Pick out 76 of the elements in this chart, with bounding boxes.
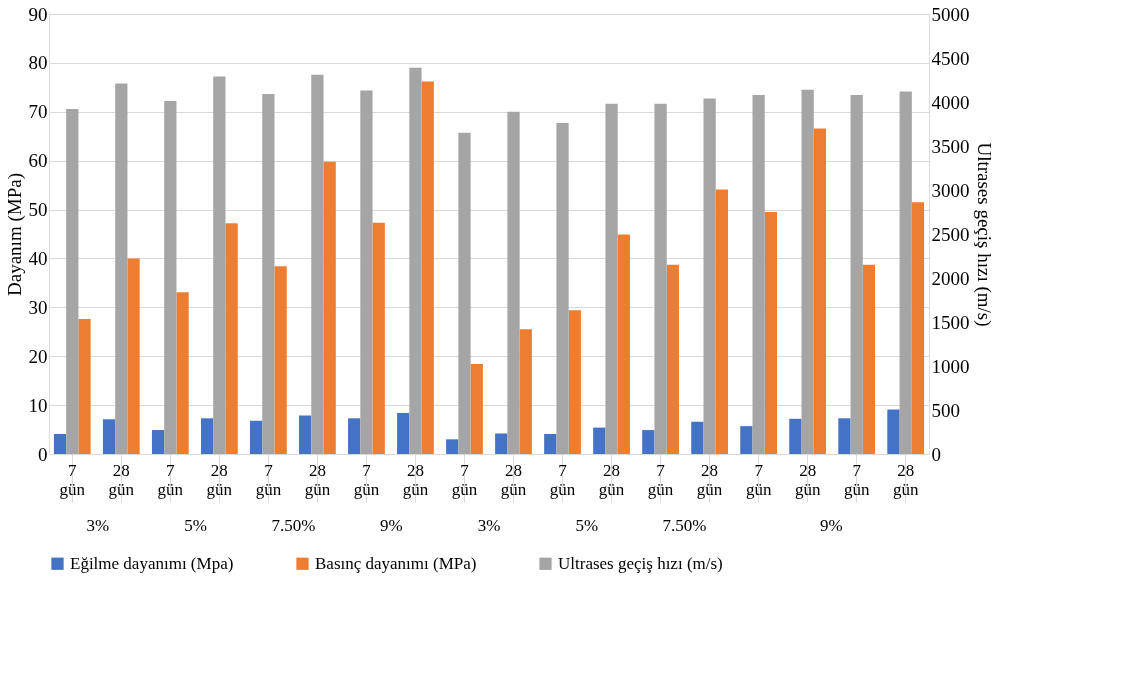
x-tick-label: 7 gün <box>843 460 870 499</box>
bar <box>446 439 459 454</box>
y2-tick-label: 0 <box>931 443 941 465</box>
y-tick-label: 30 <box>28 296 48 318</box>
y-tick-label: 60 <box>28 150 48 172</box>
x-tick-label: 28 gün <box>598 460 625 499</box>
x-tick-label: 28 gün <box>696 460 723 499</box>
bar <box>556 123 569 454</box>
bar <box>250 420 263 454</box>
text: 7.50% <box>271 516 316 535</box>
bar <box>164 101 177 454</box>
y2-tick-label: 500 <box>931 399 960 421</box>
y-tick-label: 10 <box>28 394 48 416</box>
y-tick-label: 50 <box>28 199 48 221</box>
x-tick-label: 7 gün <box>745 460 772 499</box>
x-tick-label: 28 gün <box>794 460 821 499</box>
y2-tick-label: 2000 <box>931 267 970 289</box>
x-tick-label: 28 gün <box>402 460 429 499</box>
bar <box>495 433 508 454</box>
y2-tick-label: 4500 <box>931 47 970 69</box>
x-tick-label: 28 gün <box>108 460 135 499</box>
y2-axis-title: Ultrases geçiş hızı (m/s) <box>972 142 995 327</box>
x-tick-label: 7 gün <box>549 460 576 499</box>
y-axis-title: Dayanım (MPa) <box>3 173 26 296</box>
y2-tick-label: 5000 <box>931 3 970 25</box>
bar <box>53 433 67 454</box>
bar <box>66 109 79 454</box>
bar <box>740 426 753 454</box>
y2-tick-label: 4000 <box>931 91 970 113</box>
x-tick-label: 7 gün <box>353 460 380 499</box>
bar <box>458 132 471 454</box>
bar <box>151 430 165 454</box>
y-tick-label: 40 <box>28 247 48 269</box>
bar <box>544 433 557 454</box>
x-tick-label: 28 gün <box>304 460 331 499</box>
text: 5% <box>575 516 599 535</box>
x-tick-label: 7 gün <box>59 460 86 499</box>
legend-label: Basınç dayanımı (MPa) <box>315 553 477 573</box>
y2-tick-label: 1000 <box>931 355 970 377</box>
text: 9% <box>819 516 843 535</box>
bar <box>470 364 483 454</box>
bar <box>200 418 214 454</box>
legend-label: Eğilme dayanımı (Mpa) <box>70 553 234 573</box>
bar <box>507 111 520 454</box>
x-tick-label: 7 gün <box>255 460 282 499</box>
y-tick-label: 0 <box>38 443 48 465</box>
text: 3% <box>86 516 110 535</box>
text: 5% <box>184 516 207 535</box>
bar <box>642 430 655 454</box>
bar <box>838 418 851 454</box>
legend-label: Ultrases geçiş hızı (m/s) <box>558 553 723 573</box>
x-tick-label: 7 gün <box>157 460 184 499</box>
y2-tick-label: 3000 <box>931 179 970 201</box>
bar <box>102 419 116 454</box>
bar <box>397 412 410 454</box>
x-tick-label: 28 gün <box>206 460 233 499</box>
y2-tick-label: 2500 <box>931 223 970 245</box>
y-tick-label: 70 <box>28 101 48 123</box>
text: 9% <box>379 516 403 535</box>
x-tick-label: 7 gün <box>647 460 674 499</box>
text: 3% <box>477 516 501 535</box>
x-tick-label: 28 gün <box>500 460 527 499</box>
bar <box>789 418 802 454</box>
y2-tick-label: 1500 <box>931 311 970 333</box>
bar <box>593 427 606 454</box>
bar <box>691 421 704 454</box>
bar <box>299 415 312 454</box>
y-tick-label: 20 <box>28 345 48 367</box>
y2-tick-label: 3500 <box>931 135 970 157</box>
y-tick-label: 90 <box>28 3 48 25</box>
bar <box>887 409 900 454</box>
bar <box>348 418 361 454</box>
x-tick-label: 7 gün <box>451 460 478 499</box>
x-tick-label: 28 gün <box>892 460 919 499</box>
text: 7.50% <box>662 516 707 535</box>
y-tick-label: 80 <box>28 52 48 74</box>
